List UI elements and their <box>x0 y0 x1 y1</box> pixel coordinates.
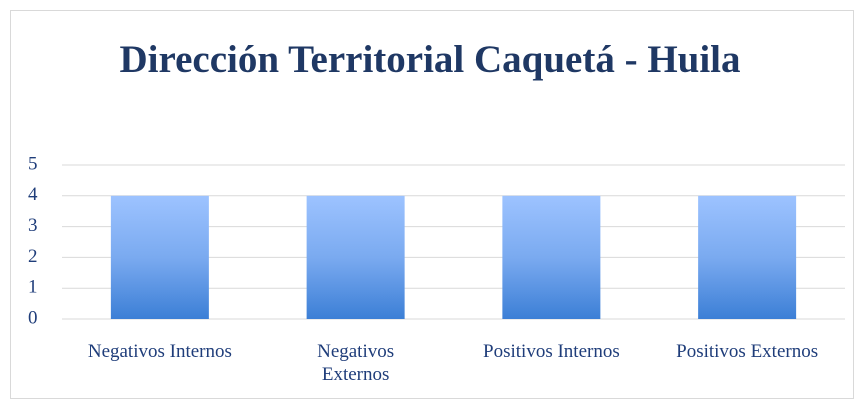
x-tick-label: Positivos Internos <box>483 341 620 362</box>
y-tick-label: 0 <box>28 307 38 328</box>
x-tick-label: Negativos Externos <box>317 341 395 385</box>
bar <box>110 195 209 319</box>
y-tick-label: 1 <box>28 277 38 298</box>
y-tick-label: 4 <box>28 184 38 205</box>
chart-frame <box>10 10 854 399</box>
bar <box>502 195 601 319</box>
chart-title: Dirección Territorial Caquetá - Huila <box>119 38 741 81</box>
bar <box>698 195 797 319</box>
y-tick-label: 2 <box>28 246 38 267</box>
x-tick-label: Negativos Internos <box>87 341 232 362</box>
x-tick-label: Positivos Externos <box>676 341 819 362</box>
y-tick-label: 5 <box>28 153 38 174</box>
bar <box>306 195 405 319</box>
y-tick-label: 3 <box>28 215 38 236</box>
